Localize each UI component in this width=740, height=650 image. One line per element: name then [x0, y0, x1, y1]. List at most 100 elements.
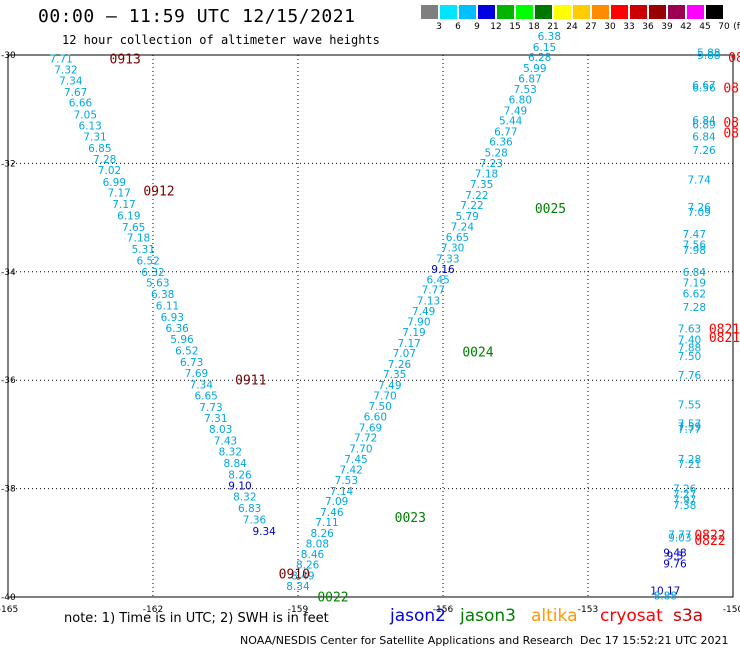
wave-height-value: 7.40 [678, 335, 701, 347]
color-scale-unit: (ft) [733, 22, 740, 32]
wave-height-value: 7.13 [417, 296, 440, 308]
wave-height-value: 7.14 [330, 486, 354, 498]
latitude-tick-label: -30 [1, 51, 16, 61]
wave-height-value: 8.03 [209, 424, 232, 436]
wave-height-value: 7.18 [127, 233, 150, 245]
wave-height-value: 7.31 [204, 413, 227, 425]
wave-height-value: 7.28 [93, 154, 116, 166]
wave-height-value: 7.26 [692, 145, 716, 157]
wave-height-value: 6.85 [88, 143, 111, 155]
wave-height-value: 7.05 [74, 110, 97, 122]
color-scale-label: 6 [455, 22, 461, 32]
wave-height-value: 6.83 [238, 503, 261, 515]
wave-height-value: 7.88 [678, 343, 701, 355]
pass-time-label: 0022 [317, 590, 348, 605]
wave-height-value: 7.47 [683, 229, 706, 241]
wave-height-value: 6.84 [683, 267, 707, 279]
wave-height-value: 8.88 [654, 590, 677, 602]
wave-height-value: 8.46 [301, 549, 325, 561]
wave-height-value: 7.56 [683, 240, 707, 252]
wave-height-value: 6.36 [165, 323, 189, 335]
wave-height-value: 7.34 [190, 380, 214, 392]
satellite-legend-jason3: jason3 [460, 606, 516, 626]
wave-height-value: 7.17 [107, 188, 130, 200]
wave-height-value: 6.77 [494, 126, 517, 138]
color-scale-label: 30 [604, 22, 616, 32]
wave-height-value: 7.26 [687, 202, 711, 214]
wave-height-value: 8.26 [310, 528, 334, 540]
wave-height-value: 7.69 [185, 368, 208, 380]
color-scale-label: 39 [661, 22, 673, 32]
wave-height-value: 8.34 [286, 581, 310, 593]
wave-height-value: 7.02 [98, 165, 121, 177]
wave-height-value: 6.65 [446, 232, 469, 244]
pass-time-label: 082 [723, 116, 740, 131]
wave-height-value: 5.88 [697, 47, 720, 59]
pass-time-label: 0822 [694, 534, 725, 549]
wave-height-value: 7.43 [214, 435, 237, 447]
color-scale-label: 18 [528, 22, 540, 32]
wave-height-value: 7.90 [407, 317, 430, 329]
map-title: 00:00 – 11:59 UTC 12/15/2021 [38, 6, 356, 27]
color-scale-label: 42 [680, 22, 692, 32]
wave-height-value: 7.35 [383, 369, 406, 381]
wave-height-value: 7.45 [344, 454, 367, 466]
color-scale-swatch [554, 5, 572, 19]
wave-height-value: 6.73 [180, 357, 203, 369]
color-scale-label: 70 [718, 22, 730, 32]
wave-height-value: 7.24 [451, 221, 475, 233]
color-scale-swatch [649, 5, 667, 19]
wave-height-value: 8.26 [296, 559, 320, 571]
wave-height-value: 7.98 [683, 245, 706, 257]
wave-height-value: 7.50 [678, 351, 701, 363]
wave-height-value: 9.10 [228, 480, 251, 492]
wave-height-value: 6.99 [103, 177, 126, 189]
color-scale-swatch [478, 5, 496, 19]
wave-height-value: 7.59 [678, 421, 701, 433]
wave-height-value: 8.26 [228, 470, 252, 482]
satellite-legend-s3a: s3a [673, 606, 704, 626]
latitude-tick-label: -36 [1, 376, 16, 386]
longitude-tick-label: -156 [433, 605, 454, 615]
wave-height-value: 9.76 [663, 558, 687, 570]
color-scale-label: 21 [547, 22, 559, 32]
wave-height-value: 7.77 [678, 424, 701, 436]
wave-height-value: 7.21 [678, 459, 701, 471]
wave-height-value: 7.09 [687, 207, 710, 219]
wave-height-value: 6.52 [136, 255, 159, 267]
color-scale-label: 12 [490, 22, 502, 32]
wave-height-value: 9.48 [663, 548, 686, 560]
pass-time-label: 0822 [694, 529, 725, 544]
wave-height-value: 6.80 [509, 94, 532, 106]
wave-height-value: 6.38 [151, 289, 174, 301]
longitude-tick-label: -159 [288, 605, 309, 615]
pass-time-label: 0912 [143, 185, 174, 200]
wave-height-value: 6.36 [489, 137, 513, 149]
pass-time-label: 082 [728, 51, 740, 66]
color-scale-swatch [630, 5, 648, 19]
color-scale-swatch [668, 5, 686, 19]
wave-height-value: 7.30 [441, 242, 464, 254]
wave-height-value: 6.93 [161, 312, 184, 324]
latitude-tick-label: -40 [1, 593, 16, 603]
wave-height-value: 7.76 [678, 370, 702, 382]
wave-height-value: 6.15 [533, 42, 556, 54]
wave-height-value: 5.79 [455, 211, 478, 223]
wave-height-value: 7.26 [673, 484, 697, 496]
wave-height-value: 9.34 [252, 526, 276, 538]
wave-height-value: 7.72 [354, 433, 377, 445]
wave-height-value: 10.17 [650, 585, 680, 597]
wave-height-value: 7.28 [678, 454, 701, 466]
wave-height-value: 6.60 [364, 412, 387, 424]
wave-height-value: 7.46 [320, 507, 344, 519]
pass-time-label: 0910 [279, 568, 310, 583]
wave-height-value: 7.28 [683, 302, 706, 314]
wave-height-value: 6.45 [426, 274, 449, 286]
longitude-tick-label: -153 [578, 605, 598, 615]
wave-height-value: 7.73 [199, 402, 222, 414]
wave-height-value: 7.19 [683, 278, 706, 290]
wave-height-value: 7.69 [359, 422, 382, 434]
wave-height-value: 7.71 [49, 53, 72, 65]
wave-height-value: 7.31 [83, 131, 106, 143]
note-text: note: 1) Time is in UTC; 2) SWH is in fe… [64, 611, 329, 626]
